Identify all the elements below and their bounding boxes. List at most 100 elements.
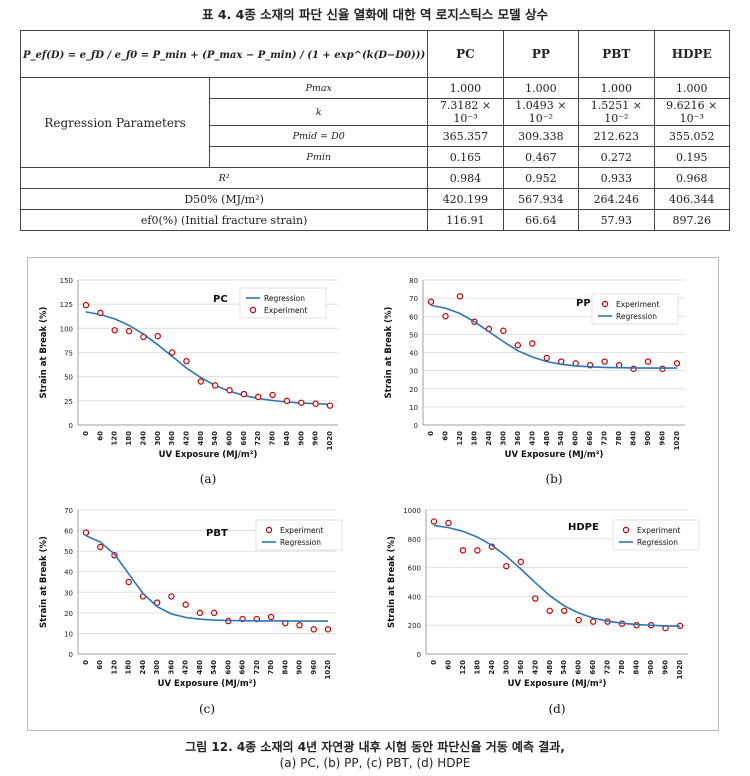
y-tick-label: 1000 (403, 507, 421, 515)
x-tick-label: 120 (111, 431, 119, 446)
experiment-point (140, 333, 147, 341)
experiment-point (456, 293, 464, 300)
row-label: Pmid = D0 (209, 125, 429, 147)
chart-title: HDPE (568, 522, 599, 533)
y-tick-label: 0 (417, 651, 421, 659)
x-tick-label: 60 (444, 660, 452, 670)
x-tick-label: 240 (139, 660, 147, 675)
x-tick-label: 300 (502, 660, 510, 675)
experiment-point (644, 358, 652, 365)
table-cell: 567.934 (502, 188, 580, 210)
experiment-point (500, 327, 507, 334)
x-tick-label: 1020 (326, 431, 334, 451)
experiment-point (427, 298, 435, 305)
y-axis-label: Strain at Break (%) (384, 306, 394, 398)
experiment-point (517, 558, 525, 566)
regression-line (85, 534, 328, 622)
panel-label: (c) (199, 702, 215, 716)
experiment-point (125, 328, 133, 335)
experiment-point (255, 393, 262, 401)
row-label: D50% (MJ/m²) (19, 188, 429, 210)
x-tick-label: 300 (154, 431, 162, 446)
x-tick-label: 420 (528, 431, 536, 446)
legend-label: Regression (616, 312, 657, 321)
group-label: Regression Parameters (19, 77, 211, 168)
x-tick-label: 780 (267, 660, 275, 675)
x-tick-label: 840 (633, 660, 641, 675)
table-row: ef0(%) (Initial fracture strain) 116.91 … (19, 209, 731, 231)
table-cell: 0.984 (427, 167, 504, 189)
y-axis-label: Strain at Break (%) (39, 536, 49, 628)
x-tick-label: 840 (281, 660, 289, 675)
panel-label: (a) (200, 472, 217, 486)
x-tick-label: 120 (110, 660, 118, 675)
y-tick-label: 125 (60, 301, 73, 309)
x-tick-label: 900 (644, 431, 652, 446)
experiment-point (296, 622, 303, 629)
x-tick-label: 1020 (324, 660, 332, 680)
legend-marker-swatch (249, 306, 257, 314)
legend-label: Regression (280, 538, 321, 547)
x-tick-label: 540 (210, 660, 218, 675)
y-tick-label: 50 (64, 548, 73, 556)
experiment-point (474, 547, 481, 554)
table-cell: 1.000 (578, 77, 655, 99)
x-tick-label: 240 (485, 431, 493, 446)
legend-label: Regression (637, 538, 678, 547)
legend-marker-swatch (265, 526, 273, 534)
x-tick-label: 600 (572, 431, 580, 446)
experiment-point (240, 390, 248, 398)
x-tick-label: 120 (456, 431, 464, 446)
x-tick-label: 720 (253, 660, 261, 675)
x-tick-label: 540 (557, 431, 565, 446)
x-tick-label: 60 (96, 660, 104, 670)
x-tick-label: 960 (312, 431, 320, 446)
y-tick-label: 70 (409, 295, 418, 303)
experiment-point (267, 613, 275, 621)
table-cell: 57.93 (578, 209, 655, 231)
x-tick-label: 420 (531, 660, 539, 675)
y-tick-label: 60 (409, 313, 418, 321)
y-tick-label: 80 (409, 277, 418, 285)
model-formula: P_ef(D) = e_fD / e_f0 = P_min + (P_max −… (23, 50, 426, 61)
experiment-point (183, 357, 190, 365)
legend-marker-swatch (622, 526, 630, 534)
x-tick-label: 480 (546, 660, 554, 675)
table-caption: 표 4. 4종 소재의 파단 신율 열화에 대한 역 로지스틱스 모델 상수 (201, 7, 548, 22)
x-tick-label: 840 (630, 431, 638, 446)
regression-line (433, 524, 681, 627)
figure-caption: 그림 12. 4종 소재의 4년 자연광 내후 시험 동안 파단신율 거동 예측… (0, 739, 750, 771)
y-tick-label: 0 (69, 422, 73, 430)
experiment-point (673, 360, 681, 367)
x-tick-label: 780 (618, 660, 626, 675)
experiment-point (459, 547, 467, 554)
legend-label: Experiment (616, 300, 659, 309)
experiment-point (514, 342, 522, 349)
legend-marker-swatch (601, 300, 609, 308)
experiment-point (442, 313, 449, 320)
experiment-point (168, 593, 175, 600)
formula-cell: P_ef(D) = e_fD / e_f0 = P_min + (P_max −… (19, 30, 429, 78)
x-tick-label: 900 (647, 660, 655, 675)
x-tick-label: 480 (196, 660, 204, 675)
legend-box (255, 519, 343, 551)
table-row: R² 0.984 0.952 0.933 0.968 (19, 167, 731, 189)
experiment-point (111, 327, 118, 334)
y-tick-label: 0 (414, 422, 418, 430)
legend-label: Regression (264, 294, 305, 303)
x-tick-label: 600 (224, 660, 232, 675)
table-cell: 0.968 (653, 167, 731, 189)
experiment-point (430, 518, 438, 525)
header-pbt: PBT (578, 30, 655, 78)
chart-title: PP (576, 298, 591, 309)
x-tick-label: 120 (459, 660, 467, 675)
experiment-point (82, 529, 90, 536)
y-axis-label: Strain at Break (%) (387, 536, 397, 628)
x-tick-label: 720 (601, 431, 609, 446)
table-cell: 0.165 (427, 146, 504, 168)
experiment-point (269, 391, 276, 399)
table-cell: 897.26 (653, 209, 731, 231)
x-tick-label: 480 (197, 431, 205, 446)
